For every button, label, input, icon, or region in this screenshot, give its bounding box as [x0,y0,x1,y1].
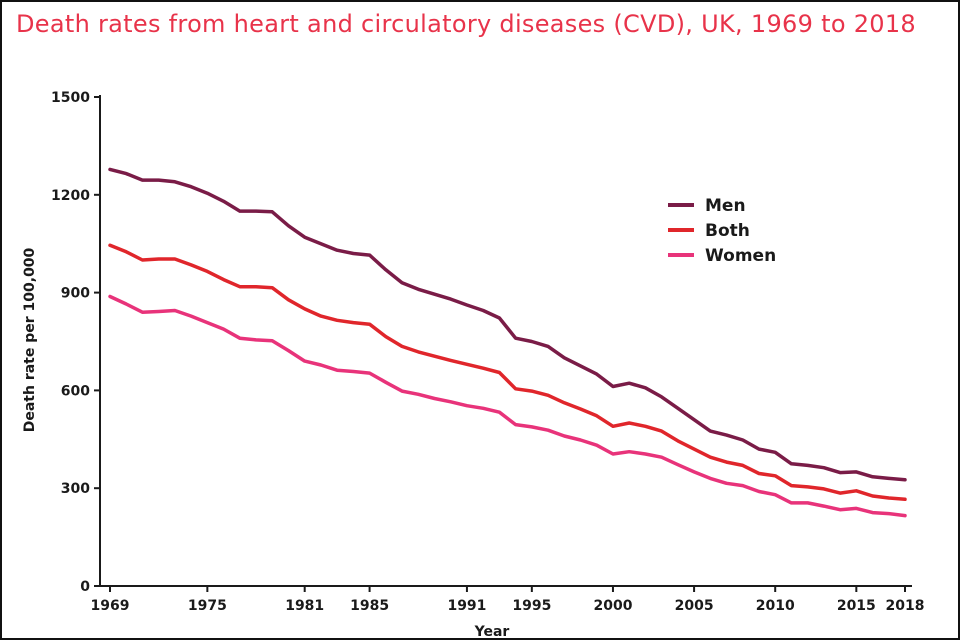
series-line-men [108,167,907,482]
series-line-women [108,294,907,518]
y-axis-title: Death rate per 100,000 [22,247,38,432]
x-tick-label: 2005 [675,598,714,614]
series-line-both [108,243,907,502]
legend-label-both: Both [705,221,750,241]
y-tick-label: 0 [80,579,90,595]
series-lines [108,167,907,518]
x-axis-title: Year [474,624,510,640]
legend: Men Both Women [668,196,776,266]
y-tick-label: 1500 [51,90,90,106]
x-tick-label: 1981 [285,598,324,614]
ticks: 0 300 600 900 1200 1500 1969 1975 1981 1985 1991 19… [51,90,924,614]
y-tick-label: 900 [61,286,90,302]
y-tick-label: 600 [61,383,90,399]
chart-title: Death rates from heart and circulatory d… [16,10,917,38]
legend-label-women: Women [705,246,776,266]
x-tick-label: 1969 [91,598,130,614]
y-tick-label: 300 [61,481,90,497]
x-tick-label: 1975 [188,598,227,614]
x-tick-label: 2018 [886,598,925,614]
y-tick-label: 1200 [51,188,90,204]
x-tick-label: 2010 [756,598,795,614]
x-tick-label: 1985 [350,598,389,614]
legend-label-men: Men [705,196,746,216]
x-tick-label: 1995 [512,598,551,614]
axes [99,95,912,587]
x-tick-label: 1991 [447,598,486,614]
x-tick-label: 2015 [837,598,876,614]
x-tick-label: 2000 [593,598,632,614]
